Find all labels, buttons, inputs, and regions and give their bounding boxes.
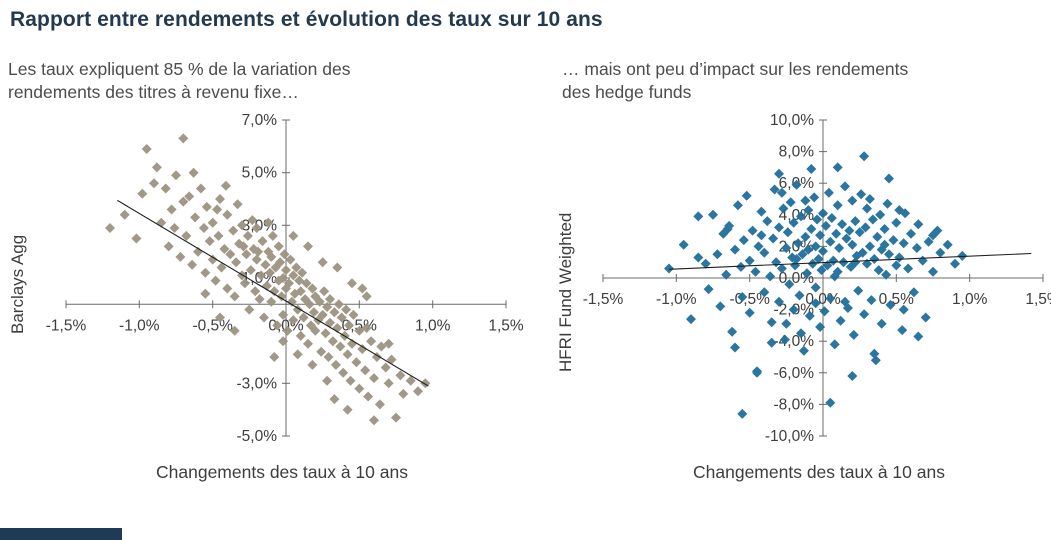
page-title: Rapport entre rendements et évolution de… <box>10 8 603 31</box>
x-tick-label: 1,5% <box>488 317 524 334</box>
left-chart-subtitle: Les taux expliquent 85 % de la variation… <box>8 59 351 103</box>
y-tick-label: -5,0% <box>237 428 278 445</box>
x-tick-label: -1,0% <box>119 317 160 334</box>
x-tick-label: -0,5% <box>192 317 233 334</box>
right-y-axis-title: HFRI Fund Weighted <box>556 212 575 372</box>
right-x-axis-title: Changements des taux à 10 ans <box>693 462 945 482</box>
right-chart-subtitle: … mais ont peu d’impact sur les rendemen… <box>562 59 909 103</box>
trend-line <box>117 199 429 387</box>
right-scatter-chart: -1,5%-1,0%-0,5%0,0%0,5%1,0%1,5%10,0%8,0%… <box>583 112 1051 445</box>
scatter-points <box>105 133 431 426</box>
scatter-points <box>664 151 968 419</box>
y-tick-label: 7,0% <box>242 112 278 129</box>
y-tick-label: -3,0% <box>237 375 278 392</box>
y-tick-label: 10,0% <box>770 112 814 129</box>
y-tick-label: -8,0% <box>774 396 815 413</box>
footer-logo-bar <box>0 528 122 540</box>
y-tick-label: 5,0% <box>242 165 278 182</box>
y-tick-label: 8,0% <box>779 144 815 161</box>
x-tick-label: 0,5% <box>879 291 915 308</box>
y-tick-label: -10,0% <box>765 428 814 445</box>
x-tick-label: 1,5% <box>1025 291 1051 308</box>
x-tick-label: -1,5% <box>583 291 624 308</box>
x-tick-label: -1,5% <box>46 317 87 334</box>
y-tick-label: -6,0% <box>774 365 815 382</box>
left-scatter-chart: -1,5%-1,0%-0,5%0,0%0,5%1,0%1,5%7,0%5,0%3… <box>46 112 524 445</box>
x-tick-label: 1,0% <box>415 317 451 334</box>
x-tick-label: 1,0% <box>952 291 988 308</box>
trend-line <box>668 252 1032 270</box>
left-y-axis-title: Barclays Agg <box>8 234 27 334</box>
left-x-axis-title: Changements des taux à 10 ans <box>156 462 408 482</box>
y-tick-label: -4,0% <box>774 333 815 350</box>
x-tick-label: -1,0% <box>656 291 697 308</box>
